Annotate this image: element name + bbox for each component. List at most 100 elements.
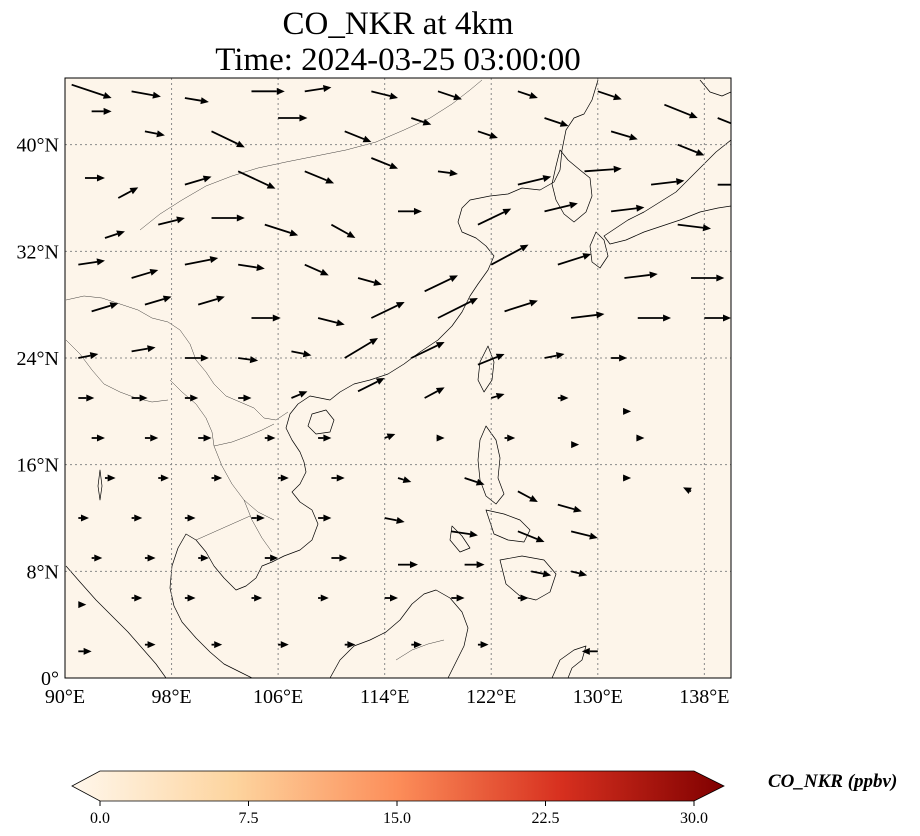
wind-arrow [650,178,685,186]
wind-arrow [78,647,92,655]
colorbar-tick-label: 7.5 [239,810,259,827]
wind-arrow [344,130,372,143]
wind-arrow [318,514,332,522]
wind-arrow [611,204,645,213]
wind-arrow [611,354,628,362]
wind-arrow [131,90,161,99]
lat-tick-label: 24°N [17,348,59,370]
lon-tick-label: 98°E [151,686,191,708]
colorbar-label: CO_NKR (ppbv) [768,771,897,792]
wind-arrow [344,338,379,359]
wind-arrow [691,274,725,282]
coastline-sumatra [65,565,167,678]
wind-arrow [464,477,485,486]
wind-arrow [304,263,329,276]
wind-arrow [664,103,698,119]
wind-arrow [184,175,212,186]
wind-arrow [677,223,712,232]
wind-arrow [436,434,445,442]
wind-arrow [704,314,731,322]
wind-arrow [504,434,516,442]
wind-arrow [398,207,422,215]
wind-arrow [517,594,529,602]
wind-arrow [410,342,445,359]
wind-arrow [144,295,172,306]
wind-arrow [264,223,299,237]
title-line-1: CO_NKR at 4km [283,6,514,42]
wind-arrow [437,90,462,101]
wind-arrow [544,352,565,360]
lat-tick-label: 0° [41,668,59,690]
wind-arrow [517,530,545,543]
wind-arrow [104,230,125,239]
coastline-luzon [477,425,505,505]
wind-arrow [251,87,285,95]
wind-arrow [623,474,632,482]
wind-arrow [477,641,489,649]
wind-arrow [238,394,252,402]
wind-arrow [504,299,538,313]
colorbar-tick-label: 22.5 [532,810,560,827]
wind-arrow [317,317,345,327]
wind-arrow [78,394,95,402]
coastline-visayas [485,509,531,543]
wind-vectors [71,83,731,655]
wind-arrow [91,302,119,313]
wind-arrow [490,392,505,400]
colorbar: 0.0 7.5 15.0 22.5 30.0 CO_NKR (ppbv) [71,770,897,827]
wind-arrow [517,175,552,186]
lat-tick-label: 32°N [17,241,59,263]
wind-arrow [211,474,223,482]
wind-arrow [370,302,405,319]
wind-arrow [131,394,148,402]
wind-arrow [184,256,219,266]
lon-tick-label: 114°E [360,686,409,708]
lat-tick-label: 8°N [27,561,59,583]
wind-arrow [330,223,356,238]
wind-arrow [291,350,312,358]
coastline-mindanao [499,555,557,601]
wind-arrow [184,394,199,402]
colorbar-ticks: 0.0 7.5 15.0 22.5 30.0 [90,801,708,827]
wind-arrow [238,356,259,364]
wind-arrow [451,594,465,602]
wind-arrow [251,314,281,322]
lon-tick-label: 130°E [573,686,623,708]
wind-arrow [398,561,418,569]
wind-arrow [371,90,398,100]
wind-arrow [517,90,538,99]
coastline-japan-kyushu [589,231,609,269]
wind-arrow [331,474,345,482]
wind-arrow [158,216,185,226]
wind-arrow [344,641,356,649]
wind-arrow [437,169,458,177]
wind-arrow [251,594,263,602]
title-line-2: Time: 2024-03-25 03:00:00 [215,42,580,78]
wind-arrow [397,476,412,484]
wind-arrow [717,183,731,186]
wind-arrow [78,352,99,360]
wind-arrow [144,130,165,138]
wind-arrow [411,641,422,649]
coastline-sulawesi [551,645,587,678]
wind-arrow [357,277,383,286]
wind-arrow [278,641,289,649]
coastline-mainland [169,79,599,678]
wind-arrow [251,514,265,522]
lon-tick-label: 122°E [466,686,516,708]
wind-arrow [581,647,598,655]
wind-arrow [623,407,632,415]
map-panel [64,77,732,679]
country-borders [65,79,483,661]
colorbar-tick-label: 15.0 [383,810,411,827]
wind-arrow [437,298,478,319]
wind-arrow [238,263,265,271]
wind-arrow [144,554,156,562]
wind-arrow [384,433,396,441]
wind-arrow [371,157,398,169]
wind-arrow [331,554,348,562]
wind-arrow [304,170,335,184]
colorbar-tick-label: 0.0 [90,810,110,827]
wind-arrow [91,434,105,442]
